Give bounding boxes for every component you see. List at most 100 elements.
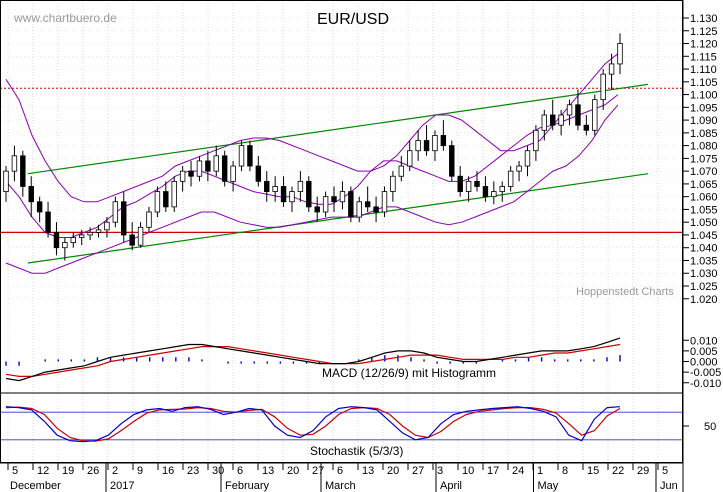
- y-tick-label: 1.130: [690, 13, 718, 25]
- x-tick-label: 2: [112, 465, 118, 477]
- y-tick-label: 1.120: [690, 39, 718, 51]
- candle-body: [179, 170, 186, 182]
- candle-body: [247, 145, 253, 167]
- candle-body: [356, 201, 362, 218]
- x-tick-label: 30: [212, 465, 224, 477]
- candle-body: [129, 234, 135, 246]
- stochastic-panel: [0, 406, 683, 443]
- candle-body: [348, 191, 354, 218]
- month-label: March: [325, 480, 356, 492]
- candle-body: [272, 186, 278, 192]
- candle-body: [62, 242, 68, 249]
- x-tick-label: 16: [162, 465, 174, 477]
- bollinger-lower: [5, 104, 619, 274]
- candle-body: [87, 231, 93, 236]
- candle-body: [205, 160, 211, 172]
- candle-body: [238, 145, 245, 167]
- candle-body: [575, 104, 581, 126]
- candle-body: [280, 186, 287, 203]
- candle-body: [533, 129, 539, 152]
- candle-body: [154, 191, 161, 213]
- y-tick-label: 1.075: [690, 153, 718, 165]
- chart-title: EUR/USD: [317, 11, 389, 28]
- x-tick-label: 8: [562, 465, 568, 477]
- x-tick-label: 15: [587, 465, 599, 477]
- macd-signal-line: [5, 343, 621, 377]
- candle-body: [196, 160, 203, 177]
- candle-body: [474, 180, 480, 187]
- candle-body: [163, 191, 169, 208]
- candle-body: [364, 201, 371, 208]
- candle-body: [558, 114, 564, 126]
- candle-body: [146, 211, 152, 228]
- candle-body: [314, 206, 320, 213]
- x-tick-label: 12: [37, 465, 49, 477]
- candle-body: [188, 170, 194, 177]
- candle-body: [36, 201, 43, 213]
- candle-body: [491, 191, 497, 198]
- bollinger-middle: [5, 94, 619, 238]
- candle-body: [524, 150, 531, 167]
- macd-y-tick-label: 0.005: [690, 346, 718, 358]
- y-tick-label: 1.105: [690, 77, 718, 89]
- candle-body: [11, 155, 18, 172]
- y-tick-label: 1.095: [690, 102, 718, 114]
- y-tick-label: 1.055: [690, 204, 718, 216]
- x-tick-label: 24: [512, 465, 524, 477]
- candle-body: [28, 186, 34, 203]
- y-tick-label: 1.090: [690, 115, 718, 127]
- candle-body: [600, 73, 606, 101]
- candle-body: [221, 155, 228, 182]
- stochastic-label: Stochastik (5/3/3): [310, 444, 403, 458]
- candle-body: [95, 229, 102, 233]
- candle-body: [70, 237, 77, 244]
- candle-body: [45, 211, 51, 233]
- candle-body: [213, 155, 219, 172]
- x-tick-label: 20: [387, 465, 399, 477]
- candle-body: [121, 201, 127, 236]
- candle-body: [415, 140, 421, 152]
- macd-y-tick-label: -0.005: [690, 367, 721, 379]
- candle-body: [3, 170, 9, 192]
- y-tick-label: 1.070: [690, 166, 718, 178]
- stoch-y-tick-label: 50: [704, 421, 716, 433]
- candle-body: [20, 155, 26, 187]
- candle-body: [566, 104, 573, 116]
- y-tick-label: 1.050: [690, 217, 718, 229]
- channel-lower-line: [27, 173, 649, 264]
- candle-body: [457, 175, 463, 192]
- macd-y-tick-label: -0.010: [690, 378, 721, 390]
- x-tick-label: 5: [12, 465, 18, 477]
- y-tick-label: 1.060: [690, 192, 718, 204]
- candle-body: [407, 150, 413, 167]
- candle-body: [289, 191, 295, 203]
- macd-label: MACD (12/26/9) mit Histogramm: [322, 366, 496, 380]
- stoch-d-line: [5, 406, 621, 442]
- y-tick-label: 1.025: [690, 281, 718, 293]
- candle-body: [78, 234, 85, 238]
- candle-body: [230, 165, 236, 182]
- price-panel: [0, 33, 683, 274]
- candle-body: [322, 196, 329, 213]
- candle-body: [112, 201, 119, 223]
- x-tick-label: 26: [87, 465, 99, 477]
- candle-body: [381, 191, 388, 213]
- x-tick-label: 27: [412, 465, 424, 477]
- x-tick-label: 13: [262, 465, 274, 477]
- month-label: December: [10, 480, 61, 492]
- axes: 5 12 19 26 2 9 16 23 30 6 13 20 27 6 13 20 27 3 10 17 24 1 8 15…: [7, 13, 721, 492]
- x-tick-label: 10: [462, 465, 474, 477]
- y-tick-label: 1.125: [690, 26, 718, 38]
- x-tick-label: 5: [662, 465, 668, 477]
- candle-body: [373, 206, 379, 213]
- candle-body: [592, 99, 598, 131]
- x-tick-label: 27: [312, 465, 324, 477]
- y-tick-label: 1.045: [690, 230, 718, 242]
- y-tick-label: 1.085: [690, 128, 718, 140]
- candle-body: [339, 191, 346, 203]
- y-tick-label: 1.100: [690, 90, 718, 102]
- y-tick-label: 1.080: [690, 141, 718, 153]
- macd-panel: [5, 337, 621, 382]
- x-tick-label: 1: [537, 465, 543, 477]
- bollinger-upper: [5, 53, 619, 203]
